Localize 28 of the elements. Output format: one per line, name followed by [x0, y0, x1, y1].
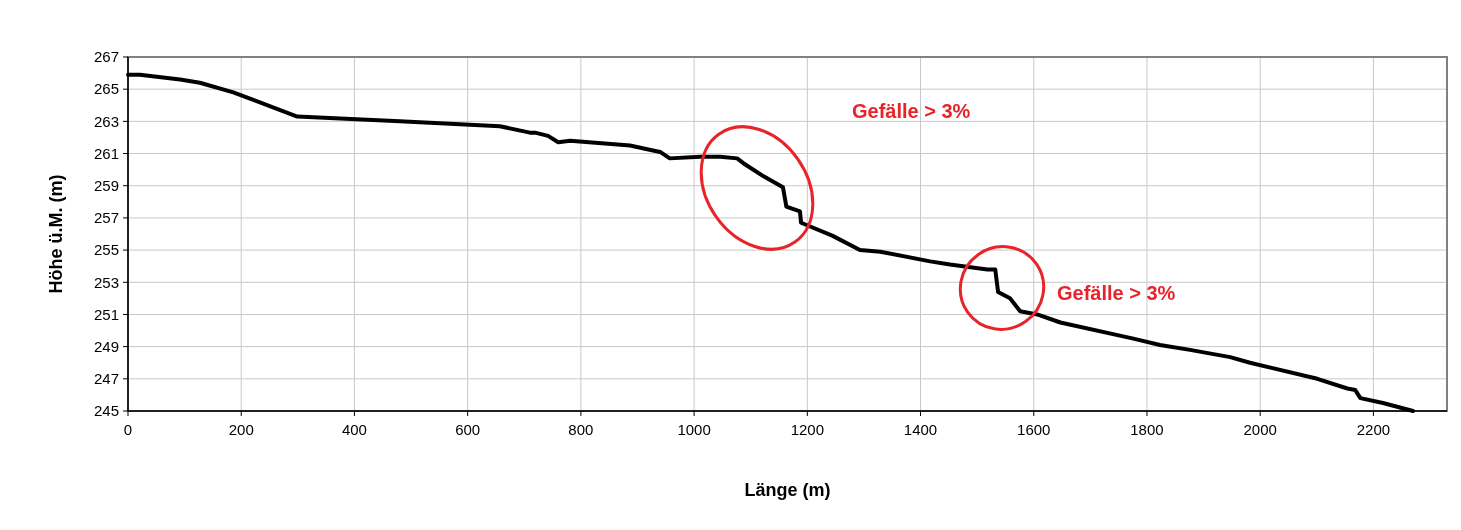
x-tick-label: 400: [341, 421, 367, 438]
x-tick-label: 1000: [677, 421, 711, 438]
x-tick-label: 0: [123, 421, 133, 438]
x-tick-label: 200: [228, 421, 254, 438]
y-tick-label: 259: [93, 176, 119, 194]
y-tick-label: 263: [93, 112, 119, 130]
y-axis-title: Höhe ü.M. (m): [46, 174, 66, 294]
y-tick-label: 265: [93, 80, 119, 98]
x-axis-title: Länge (m): [744, 480, 831, 500]
y-tick-label: 251: [93, 305, 119, 323]
x-tick-label: 1800: [1130, 421, 1164, 438]
annotation: Gefälle > 3%: [1057, 282, 1176, 304]
x-tick-label: 600: [455, 421, 481, 438]
y-tick-label: 255: [93, 241, 119, 259]
x-tick-label: 1400: [903, 421, 938, 438]
x-tick-label: 800: [568, 421, 594, 438]
y-tick-label: 247: [93, 370, 119, 388]
x-tick-label: 1600: [1017, 421, 1051, 438]
y-tick-label: 267: [93, 48, 119, 66]
x-tick-label: 2000: [1243, 421, 1277, 438]
y-tick-label: 253: [93, 273, 119, 291]
y-tick-label: 261: [93, 144, 119, 162]
y-tick-label: 249: [93, 337, 119, 355]
y-tick-label: 257: [93, 209, 119, 227]
x-tick-label: 1200: [790, 421, 824, 438]
y-tick-label: 245: [93, 402, 119, 420]
annotation: Gefälle > 3%: [852, 100, 971, 122]
x-tick-label: 2200: [1356, 421, 1391, 438]
